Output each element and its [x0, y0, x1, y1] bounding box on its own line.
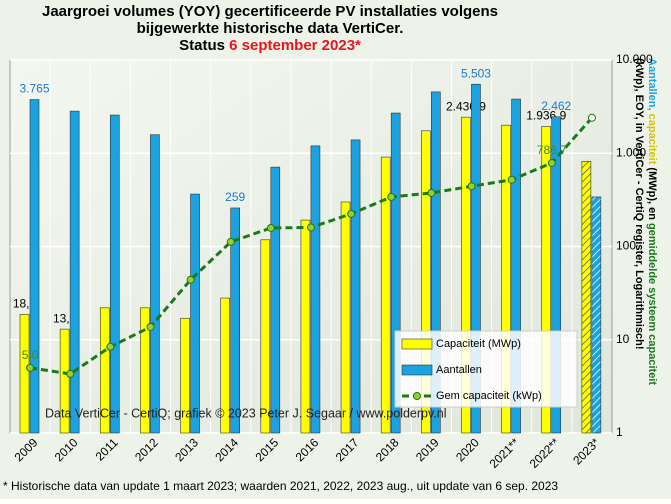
bar	[270, 166, 281, 434]
footnote: * Historische data van update 1 maart 20…	[3, 479, 558, 493]
legend-swatch	[413, 392, 421, 400]
bar	[19, 314, 30, 434]
bar	[59, 328, 70, 434]
title-line: Status 6 september 2023*	[179, 37, 361, 54]
bar	[350, 139, 361, 434]
bar	[421, 130, 431, 434]
y-label-part: gemiddelde systeem capaciteit	[646, 223, 658, 385]
data-label: 259	[225, 190, 245, 204]
title-part: 6 september 2023*	[229, 37, 361, 54]
annotation: Data VertiCer - CertiQ; grafiek © 2023 P…	[45, 406, 447, 420]
bar	[180, 317, 190, 434]
bar	[431, 91, 441, 434]
bar	[340, 201, 351, 434]
legend: Capaciteit (MWp) Aantallen Gem capaciteit …	[394, 330, 578, 408]
data-label: 786,7	[537, 143, 567, 157]
line-marker	[307, 223, 315, 232]
data-label: 3.765	[19, 82, 49, 96]
y-label-line: (kWp), EOY, in VertiCer - CertiQ registe…	[633, 58, 645, 350]
line-marker	[186, 275, 195, 284]
y-tick-label: 10	[616, 332, 630, 346]
bar	[581, 160, 592, 434]
bar	[511, 98, 521, 434]
bar	[591, 196, 602, 434]
line-marker	[587, 113, 596, 122]
y-label: Aantallen, capaciteit (MWp), en gemiddel…	[633, 58, 658, 385]
line-marker	[26, 363, 35, 372]
y-label-line: Aantallen, capaciteit (MWp), en gemiddel…	[646, 58, 658, 385]
bar	[300, 219, 311, 434]
y-label-part: capaciteit	[646, 114, 658, 165]
bar	[190, 193, 200, 434]
data-label: 2.462	[541, 99, 571, 113]
legend-label: Gem capaciteit (kWp)	[436, 390, 542, 402]
bar	[69, 110, 80, 434]
y-tick-label: 1.000	[616, 145, 646, 159]
data-label: 5.503	[461, 66, 491, 80]
y-label-part: Aantallen,	[646, 58, 658, 114]
bar	[140, 307, 150, 434]
line-marker	[66, 369, 75, 378]
y-tick-label: 100	[616, 239, 636, 253]
bar	[109, 114, 120, 434]
bar	[29, 99, 40, 434]
line-marker	[467, 182, 476, 191]
y-tick-label: 10.000	[616, 52, 653, 66]
bar	[220, 297, 230, 434]
line-marker	[266, 223, 275, 232]
y-label-part: (MWp), en	[646, 164, 658, 223]
legend-swatch	[401, 364, 433, 376]
bar	[99, 307, 110, 434]
bar	[501, 124, 511, 434]
line-marker	[146, 323, 155, 332]
line-marker	[427, 188, 436, 197]
bar	[260, 239, 271, 434]
bar	[551, 116, 562, 434]
title-part: Status	[179, 37, 229, 54]
line-marker	[387, 192, 396, 201]
bar	[461, 116, 471, 434]
line-marker	[226, 237, 235, 246]
line-marker	[507, 175, 516, 184]
bar	[541, 126, 552, 434]
line-marker	[106, 342, 115, 351]
legend-swatch	[401, 338, 433, 350]
bar	[390, 112, 401, 434]
title-line: bijgewerkte historische data VertiCer.	[137, 20, 404, 37]
bar	[150, 134, 160, 434]
line-marker	[347, 209, 356, 218]
y-tick-label: 1	[616, 425, 623, 439]
bar	[230, 207, 240, 434]
legend-label: Capaciteit (MWp)	[436, 338, 521, 350]
title-line: Jaargroei volumes (YOY) gecertificeerde …	[42, 3, 498, 20]
line-marker	[547, 158, 556, 167]
data-label: 5,0	[22, 348, 39, 362]
bar	[380, 156, 391, 434]
bar	[471, 83, 481, 434]
bar	[310, 145, 321, 434]
legend-label: Aantallen	[436, 364, 482, 376]
